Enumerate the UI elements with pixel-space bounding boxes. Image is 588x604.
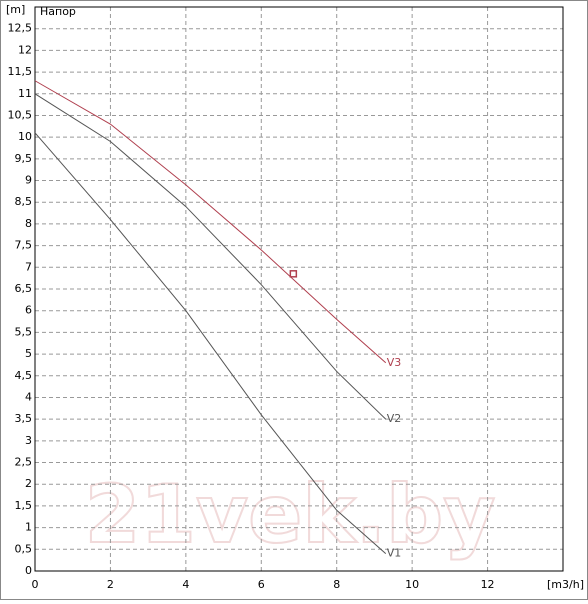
series-label: V1	[387, 547, 402, 560]
y-tick-label: 3,5	[15, 412, 33, 425]
y-tick-label: 1,5	[15, 499, 33, 512]
y-tick-label: 12	[18, 43, 32, 56]
watermark: 21vek.by	[85, 468, 496, 561]
x-tick-label: 2	[107, 578, 114, 591]
y-tick-label: 10,5	[8, 108, 33, 121]
y-tick-label: 6	[25, 304, 32, 317]
x-tick-label: 12	[481, 578, 495, 591]
y-tick-label: 7	[25, 260, 32, 273]
x-tick-label: 10	[405, 578, 419, 591]
y-tick-label: 8,5	[15, 195, 33, 208]
x-tick-label: 8	[333, 578, 340, 591]
y-tick-label: 11,5	[8, 65, 33, 78]
x-tick-label: 0	[32, 578, 39, 591]
y-tick-label: 4,5	[15, 369, 33, 382]
series-label: V2	[387, 412, 402, 425]
chart-title: Напор	[40, 5, 76, 18]
y-tick-label: 7,5	[15, 239, 33, 252]
y-tick-label: 12,5	[8, 22, 33, 35]
x-tick-label: 4	[182, 578, 189, 591]
series-label: V3	[387, 356, 402, 369]
y-tick-label: 9	[25, 174, 32, 187]
y-tick-label: 2	[25, 477, 32, 490]
y-tick-label: 0,5	[15, 542, 33, 555]
series-line	[34, 132, 387, 555]
x-tick-label: 6	[258, 578, 265, 591]
y-tick-label: 3	[25, 434, 32, 447]
y-tick-label: 9,5	[15, 152, 33, 165]
y-tick-label: 2,5	[15, 456, 33, 469]
series-line	[34, 80, 387, 364]
y-tick-label: 5,5	[15, 325, 33, 338]
x-axis-label: [m3/h]	[547, 578, 584, 591]
y-tick-label: 11	[18, 87, 32, 100]
y-tick-label: 1	[25, 521, 32, 534]
operating-point	[289, 270, 298, 278]
y-tick-label: 10	[18, 130, 32, 143]
y-tick-label: 6,5	[15, 282, 33, 295]
y-tick-label: 4	[25, 390, 32, 403]
y-tick-label: 0	[25, 564, 32, 577]
y-tick-label: 8	[25, 217, 32, 230]
y-axis-label: [m]	[6, 3, 25, 16]
y-tick-label: 5	[25, 347, 32, 360]
plot-area	[34, 6, 564, 572]
series-line	[34, 93, 387, 420]
